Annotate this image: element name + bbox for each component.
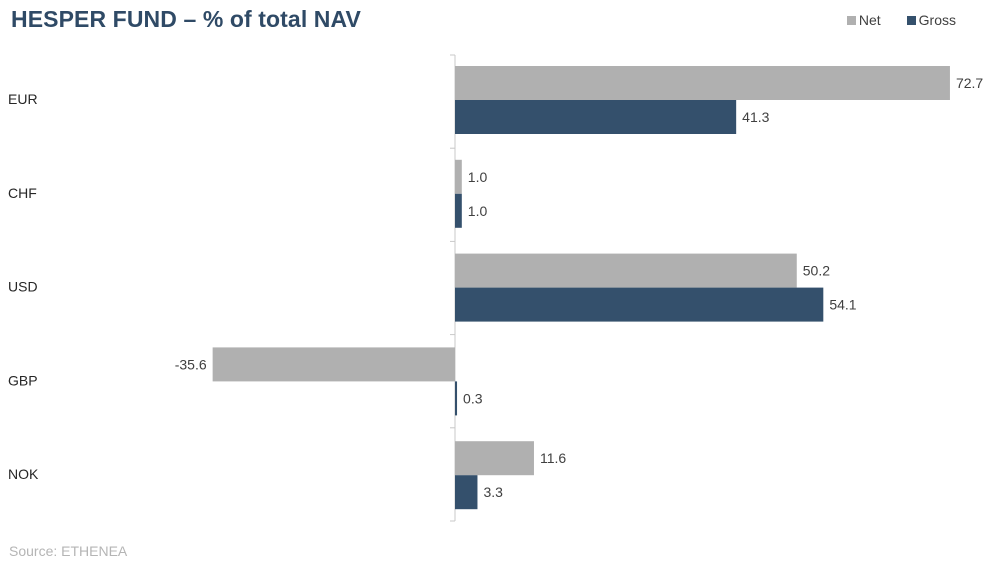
data-label-gross-usd: 54.1 (829, 297, 856, 313)
bar-net-eur (455, 66, 950, 100)
chart-title: HESPER FUND – % of total NAV (11, 6, 361, 32)
bar-gross-usd (455, 287, 824, 322)
bar-gross-gbp (455, 381, 458, 416)
bar-gross-chf (455, 193, 462, 228)
category-label-gbp: GBP (8, 372, 38, 388)
legend-label-gross: Gross (918, 12, 956, 28)
data-label-net-usd: 50.2 (803, 263, 830, 279)
data-label-net-chf: 1.0 (468, 169, 488, 185)
legend-item-gross: Gross (906, 12, 956, 28)
category-label-usd: USD (8, 279, 38, 295)
legend-swatch-gross (906, 15, 916, 25)
data-label-net-gbp: -35.6 (175, 356, 207, 372)
bar-net-gbp (212, 347, 455, 382)
bar-gross-nok (455, 475, 478, 510)
bar-gross-eur (455, 100, 737, 134)
data-label-gross-nok: 3.3 (483, 484, 503, 500)
bar-net-usd (455, 253, 797, 288)
source-note: Source: ETHENEA (9, 543, 128, 559)
category-label-nok: NOK (8, 466, 39, 482)
legend-label-net: Net (858, 12, 881, 28)
data-label-gross-eur: 41.3 (742, 109, 769, 125)
bar-net-chf (455, 159, 462, 194)
data-label-gross-gbp: 0.3 (463, 390, 483, 406)
category-label-chf: CHF (8, 185, 37, 201)
legend-swatch-net (846, 15, 856, 25)
data-label-net-nok: 11.6 (540, 450, 566, 466)
data-label-net-eur: 72.7 (956, 75, 983, 91)
category-label-eur: EUR (8, 91, 38, 107)
chart-legend: Net Gross (821, 12, 956, 28)
bar-net-nok (455, 441, 534, 476)
data-label-gross-chf: 1.0 (468, 203, 488, 219)
legend-item-net: Net (846, 12, 881, 28)
